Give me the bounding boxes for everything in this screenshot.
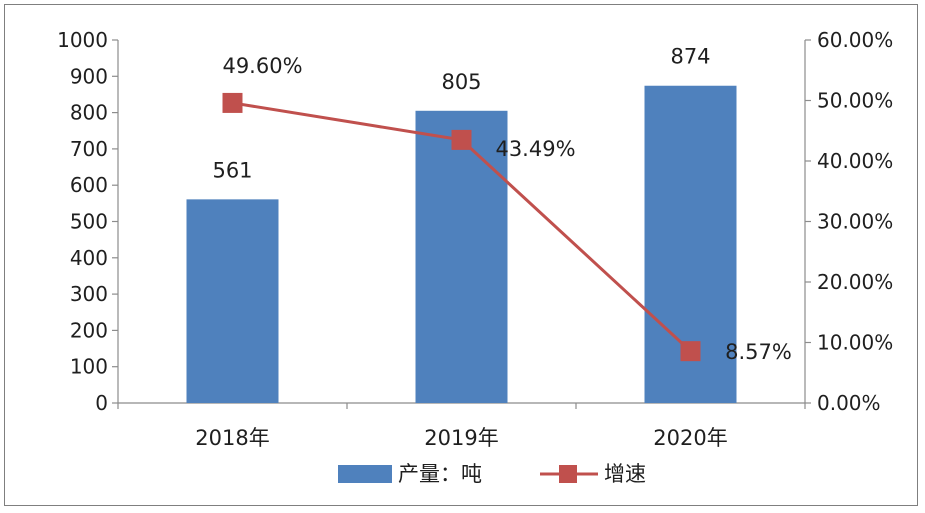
left-tick-label: 1000: [57, 28, 108, 52]
bar-series: [186, 85, 737, 403]
axes: 0 100 200 300 400 500 600 700 800 900 1000 0.00% 10.…: [57, 28, 893, 450]
line-value-label: 43.49%: [495, 137, 575, 161]
line-marker: [680, 341, 701, 362]
x-category-label: 2019年: [424, 426, 498, 450]
right-tick-label: 50.00%: [817, 89, 893, 113]
right-tick-label: 0.00%: [817, 391, 881, 415]
left-tick-label: 900: [70, 64, 108, 88]
legend: 产量：吨 增速: [338, 462, 646, 486]
line-series: [222, 92, 701, 362]
legend-bar-label: 产量：吨: [398, 462, 482, 486]
legend-line-label: 增速: [604, 462, 646, 486]
data-labels: 561 805 874 49.60% 43.49% 8.57%: [212, 45, 791, 364]
left-tick-label: 500: [70, 210, 108, 234]
chart-border: [4, 4, 918, 506]
right-tick-label: 60.00%: [817, 28, 893, 52]
right-tick-label: 20.00%: [817, 270, 893, 294]
bar-value-label: 874: [670, 45, 710, 69]
left-tick-label: 800: [70, 101, 108, 125]
right-tick-label: 30.00%: [817, 210, 893, 234]
line-value-label: 8.57%: [725, 340, 792, 364]
x-category-label: 2018年: [195, 426, 269, 450]
legend-line-marker: [559, 465, 577, 483]
left-tick-label: 0: [95, 391, 108, 415]
right-tick-label: 40.00%: [817, 149, 893, 173]
bar-value-label: 561: [212, 158, 252, 182]
left-tick-label: 200: [70, 318, 108, 342]
right-tick-label: 10.00%: [817, 331, 893, 355]
bar-value-label: 805: [441, 70, 481, 94]
left-tick-label: 300: [70, 282, 108, 306]
left-tick-label: 600: [70, 173, 108, 197]
bar: [186, 199, 279, 403]
left-tick-label: 700: [70, 137, 108, 161]
line-marker: [222, 92, 243, 113]
line-marker: [451, 129, 472, 150]
left-tick-label: 100: [70, 355, 108, 379]
bar: [415, 110, 508, 403]
legend-bar-swatch: [338, 465, 392, 483]
line-value-label: 49.60%: [222, 54, 302, 78]
left-tick-label: 400: [70, 246, 108, 270]
x-category-label: 2020年: [653, 426, 727, 450]
